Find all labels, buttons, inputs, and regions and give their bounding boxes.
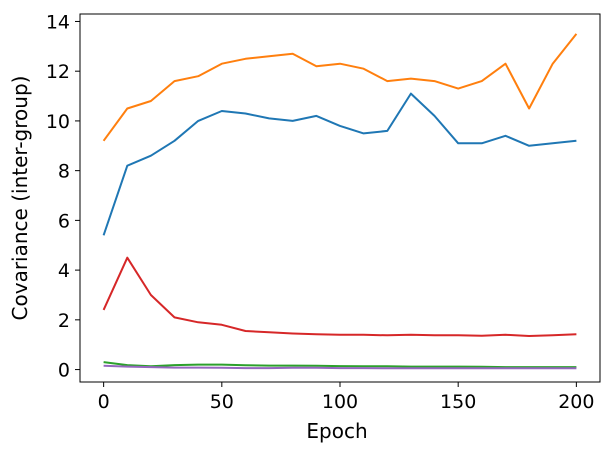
series-line-5 (103, 364, 577, 370)
x-axis-ticks: 0 50 100 150 200 (98, 382, 594, 413)
series-line-3 (103, 361, 577, 369)
y-axis-title: Covariance (inter-group) (8, 76, 32, 321)
y-axis-ticks: 0 2 4 6 8 10 12 14 (46, 11, 80, 382)
x-tick-label: 50 (210, 391, 234, 413)
y-tick-label: 6 (58, 210, 70, 232)
series-line-1 (102, 92, 577, 236)
series-line-2 (102, 33, 578, 142)
series-line-4 (102, 256, 577, 337)
y-tick-label: 2 (58, 310, 70, 332)
x-tick-label: 200 (558, 391, 594, 413)
x-tick-label: 100 (322, 391, 358, 413)
y-tick-label: 14 (46, 11, 70, 33)
x-axis-title: Epoch (306, 419, 367, 443)
x-tick-label: 150 (440, 391, 476, 413)
y-tick-label: 4 (58, 260, 70, 282)
y-tick-label: 10 (46, 111, 70, 133)
y-tick-label: 8 (58, 161, 70, 183)
plot-frame (79, 13, 601, 383)
y-tick-label: 12 (46, 61, 70, 83)
x-tick-label: 0 (98, 391, 110, 413)
y-tick-label: 0 (58, 360, 70, 382)
plot-lines (102, 33, 578, 370)
